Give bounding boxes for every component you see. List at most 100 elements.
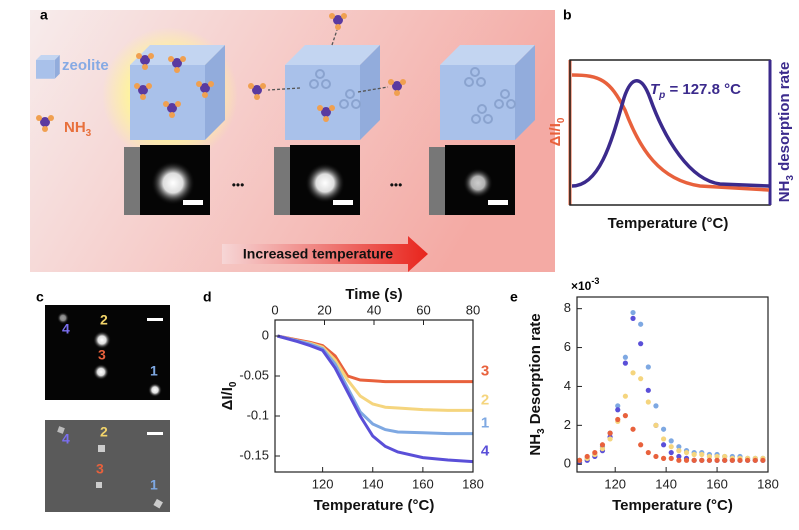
- y-tick-label: -0.1: [247, 407, 269, 422]
- desorption-arrows: [267, 29, 389, 93]
- data-point: [584, 453, 590, 460]
- y-tick-label: 2: [564, 417, 571, 432]
- particle-label: 4: [62, 431, 70, 447]
- image: [429, 145, 515, 215]
- data-point: [622, 393, 628, 399]
- data-point: [630, 309, 636, 316]
- panel-label: c: [36, 289, 44, 305]
- sem-image: [45, 420, 170, 512]
- left-label-text: ΔI/I: [547, 123, 564, 146]
- panel-c: 4 2 3 1 4 2 3 1: [45, 305, 170, 512]
- x-tick-label: 160: [412, 476, 434, 491]
- data-point: [676, 444, 682, 450]
- data-point: [668, 449, 674, 456]
- particle-label: 3: [96, 461, 104, 477]
- data-point: [660, 426, 667, 432]
- right-label-sub: 3: [785, 175, 796, 181]
- data-point: [645, 399, 651, 405]
- data-point: [660, 442, 667, 448]
- y-tick-label: 0: [564, 456, 571, 471]
- data-point: [729, 457, 735, 463]
- series-label: 1: [481, 415, 489, 432]
- x-tick-label: 120: [604, 476, 626, 491]
- crystal: [153, 498, 163, 509]
- data-point: [599, 446, 606, 452]
- particle-label: 1: [150, 363, 158, 379]
- data-point: [714, 453, 720, 460]
- data-point: [622, 354, 628, 360]
- scale-bar: [147, 432, 163, 435]
- left-label-sub: 0: [556, 117, 567, 123]
- data-point: [630, 315, 636, 321]
- spot: [93, 364, 109, 380]
- data-point: [638, 341, 644, 347]
- panel-label: d: [203, 289, 212, 305]
- ellipsis: •••: [390, 178, 403, 192]
- panel-label: a: [40, 7, 48, 23]
- data-point: [660, 455, 667, 461]
- x-label: Temperature (°C): [314, 497, 435, 514]
- ellipsis: •••: [232, 178, 245, 192]
- temperature-arrow: [222, 236, 428, 272]
- particle-label: 4: [62, 321, 70, 337]
- crystal: [96, 482, 102, 488]
- y-tick-label: 8: [564, 300, 571, 315]
- y-tick-label: 0: [262, 327, 269, 342]
- data-point: [653, 403, 659, 409]
- data-point: [699, 457, 705, 463]
- data-point: [745, 457, 751, 463]
- legend-nh3-text: NH: [64, 119, 86, 136]
- data-point: [668, 455, 674, 461]
- x-tick-label: 180: [462, 476, 484, 491]
- data-point: [638, 442, 644, 448]
- y-tick-label: 4: [564, 378, 571, 393]
- x-tick-label: 140: [655, 476, 677, 491]
- data-point: [699, 451, 705, 458]
- data-point: [607, 430, 613, 436]
- right-label-text: NH: [776, 181, 793, 203]
- spot: [148, 383, 162, 397]
- panel-label: e: [510, 289, 518, 305]
- data-point: [760, 457, 766, 463]
- data-point: [676, 457, 682, 463]
- x-label: Temperature (°C): [608, 215, 729, 232]
- data-point: [691, 451, 697, 458]
- panel-label: b: [563, 7, 572, 23]
- series-label: 3: [481, 363, 489, 380]
- left-label: ΔI/I0: [547, 117, 567, 146]
- data-point: [615, 403, 621, 409]
- right-label-rest: desorption rate: [776, 62, 793, 175]
- x2-label: Time (s): [345, 286, 402, 303]
- data-point: [592, 449, 598, 456]
- x-tick-label: 120: [312, 476, 334, 491]
- series-label: 2: [481, 391, 489, 408]
- y-label: NH3 Desorption rate: [527, 313, 547, 455]
- data-point: [683, 457, 690, 463]
- data-point: [676, 448, 682, 454]
- data-point: [638, 321, 644, 327]
- data-point: [668, 438, 674, 444]
- data-point: [645, 364, 651, 370]
- data-point: [653, 453, 659, 460]
- arrow-label: Increased temperature: [243, 246, 393, 262]
- data-point: [752, 457, 758, 463]
- y-label-part: 3: [536, 428, 547, 434]
- data-point: [630, 370, 636, 376]
- x-tick-label: 160: [706, 476, 728, 491]
- data-point: [622, 360, 628, 366]
- multiplier-part: -3: [591, 276, 599, 286]
- plot-frame: [576, 296, 769, 473]
- y-label-part: NH: [527, 434, 544, 456]
- y-label-part: Desorption rate: [527, 313, 544, 428]
- data-point: [683, 449, 690, 456]
- multiplier-part: ×10: [571, 279, 592, 293]
- x-label: Temperature (°C): [612, 497, 733, 514]
- data-point: [645, 449, 651, 456]
- data-line: [277, 334, 474, 464]
- legend-nh3: NH3: [64, 119, 92, 139]
- data-point: [645, 387, 651, 393]
- series-label: 4: [481, 443, 490, 460]
- data-point: [653, 422, 659, 428]
- x2-tick-label: 40: [367, 302, 381, 317]
- crystal: [98, 445, 105, 452]
